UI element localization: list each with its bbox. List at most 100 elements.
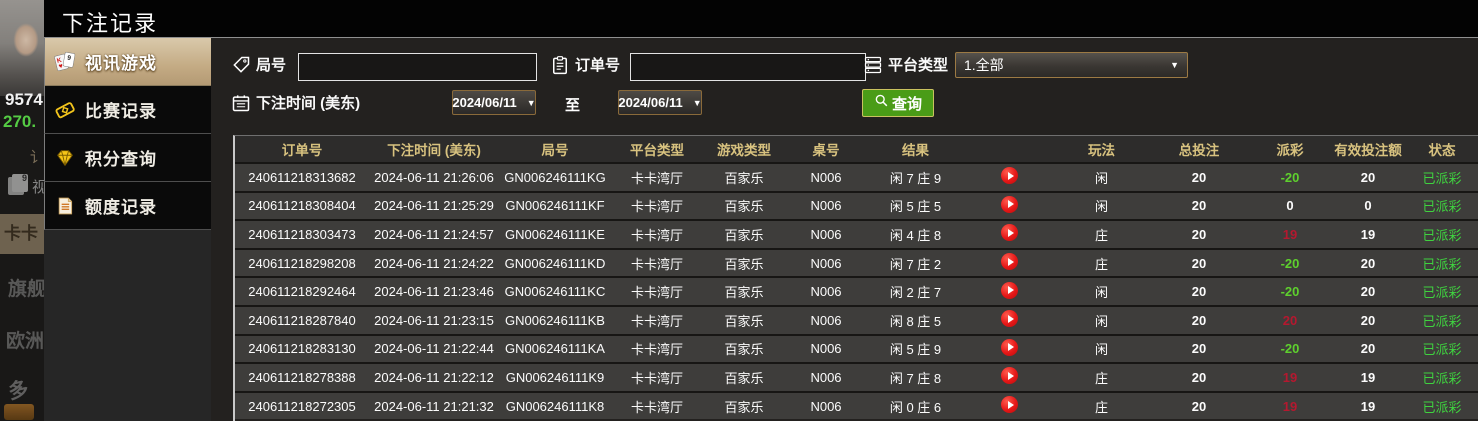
round-input[interactable] bbox=[298, 53, 537, 81]
cell-replay bbox=[964, 310, 1055, 330]
cell-bet-time: 2024-06-11 21:25:29 bbox=[374, 198, 494, 214]
cell-round-no: GN006246111KG bbox=[504, 169, 606, 185]
cell-bet-time: 2024-06-11 21:22:44 bbox=[374, 341, 494, 357]
background-page-strip: 9574 270. 讠 视 卡卡 旗舰 欧洲 多 bbox=[0, 0, 44, 421]
play-icon[interactable] bbox=[1001, 224, 1018, 242]
cell-valid-bet: 0 bbox=[1364, 198, 1372, 214]
cell-round-no: GN006246111KD bbox=[504, 255, 606, 271]
play-icon[interactable] bbox=[1001, 253, 1018, 271]
cell-bet-time: 2024-06-11 21:23:46 bbox=[374, 284, 494, 300]
cell-play-type: 庄 bbox=[1094, 227, 1108, 243]
sidebar-item-label: 比赛记录 bbox=[85, 102, 157, 121]
table-header-cell: 局号 bbox=[541, 143, 569, 158]
cell-valid-bet: 20 bbox=[1360, 341, 1376, 357]
background-partial-text: 讠 bbox=[30, 149, 44, 166]
order-input[interactable] bbox=[630, 53, 866, 81]
table-header-cell: 订单号 bbox=[281, 143, 323, 158]
sidebar-item-video-games[interactable]: K ♥ 9 视讯游戏 bbox=[44, 38, 223, 86]
cell-result: 闲 5 庄 5 bbox=[889, 199, 942, 215]
play-icon[interactable] bbox=[1001, 396, 1018, 414]
cell-platform: 卡卡湾厅 bbox=[630, 256, 683, 272]
ticket-icon bbox=[53, 98, 77, 122]
table-header-row: 订单号 下注时间 (美东) 局号 平台类型 游戏类型 桌号 结果 玩法 总投注 派彩 有效投注额 状态 bbox=[235, 136, 1478, 162]
cell-order-no: 240611218283130 bbox=[248, 341, 356, 357]
cell-table-no: N006 bbox=[810, 369, 842, 385]
sidebar-item-match-records[interactable]: 比赛记录 bbox=[44, 86, 211, 134]
cell-replay bbox=[964, 338, 1055, 359]
sidebar-item-quota-records[interactable]: 额度记录 bbox=[44, 182, 211, 230]
cell-total-bet: 20 bbox=[1191, 169, 1207, 185]
background-balance: 9574 bbox=[5, 90, 43, 109]
cards-icon: K ♥ 9 bbox=[53, 50, 77, 74]
cell-platform: 卡卡湾厅 bbox=[630, 285, 683, 301]
sidebar-item-label: 积分查询 bbox=[85, 150, 157, 169]
sidebar-item-label: 视讯游戏 bbox=[85, 54, 157, 73]
content-area: 局号 订单号 bbox=[211, 38, 1478, 421]
cell-order-no: 240611218303473 bbox=[248, 226, 356, 242]
cell-round-no: GN006246111KC bbox=[504, 284, 606, 300]
play-icon[interactable] bbox=[1001, 338, 1018, 356]
date-to-picker[interactable]: 2024/06/11 ▼ bbox=[618, 90, 702, 115]
avatar bbox=[0, 0, 44, 96]
cell-table-no: N006 bbox=[810, 284, 842, 300]
server-stack-icon bbox=[863, 55, 883, 75]
cell-result: 闲 7 庄 2 bbox=[889, 256, 942, 272]
cell-platform: 卡卡湾厅 bbox=[630, 313, 683, 329]
cell-table-no: N006 bbox=[810, 341, 842, 357]
query-button[interactable]: 查询 bbox=[862, 89, 934, 117]
cell-game-type: 百家乐 bbox=[724, 370, 764, 386]
round-filter-label: 局号 bbox=[256, 57, 287, 74]
date-to-value: 2024/06/11 bbox=[618, 95, 683, 110]
play-icon[interactable] bbox=[1001, 367, 1018, 385]
document-icon bbox=[53, 194, 77, 218]
table-row: 240611218303473 2024-06-11 21:24:57 GN00… bbox=[235, 219, 1478, 248]
background-lobby-europe: 欧洲 bbox=[6, 331, 44, 352]
cell-game-type: 百家乐 bbox=[724, 227, 764, 243]
platform-filter-label: 平台类型 bbox=[888, 57, 949, 74]
cell-platform: 卡卡湾厅 bbox=[630, 342, 683, 358]
cell-replay bbox=[964, 195, 1055, 216]
cell-play-type: 闲 bbox=[1094, 342, 1108, 358]
play-icon[interactable] bbox=[1001, 167, 1018, 185]
cell-result: 闲 8 庄 5 bbox=[889, 313, 942, 329]
background-lobby-multi: 多 bbox=[6, 378, 31, 404]
cell-result: 闲 5 庄 9 bbox=[889, 342, 942, 358]
date-from-picker[interactable]: 2024/06/11 ▼ bbox=[452, 90, 536, 115]
chevron-down-icon: ▼ bbox=[1170, 60, 1179, 70]
sidebar: K ♥ 9 视讯游戏 比赛 bbox=[44, 38, 223, 421]
cell-payout: -20 bbox=[1280, 169, 1300, 185]
cell-result: 闲 0 庄 6 bbox=[889, 399, 942, 415]
table-header-cell: 玩法 bbox=[1088, 143, 1115, 158]
calendar-icon bbox=[231, 93, 251, 113]
cell-bet-time: 2024-06-11 21:24:22 bbox=[374, 255, 494, 271]
cell-order-no: 240611218308404 bbox=[248, 198, 356, 214]
cell-game-type: 百家乐 bbox=[724, 313, 764, 329]
betting-records-panel: 下注记录 K ♥ 9 视讯游戏 bbox=[44, 0, 1478, 421]
cell-replay bbox=[964, 167, 1055, 187]
cell-round-no: GN006246111KE bbox=[505, 226, 605, 242]
platform-select[interactable]: 1.全部 ▼ bbox=[955, 52, 1188, 78]
cell-play-type: 庄 bbox=[1094, 370, 1108, 386]
background-partial-video-label: 视 bbox=[32, 179, 44, 196]
table-header-cell: 下注时间 (美东) bbox=[387, 143, 481, 158]
cell-valid-bet: 19 bbox=[1360, 398, 1376, 414]
search-icon bbox=[874, 93, 889, 113]
play-icon[interactable] bbox=[1001, 310, 1018, 328]
play-icon[interactable] bbox=[1001, 281, 1018, 299]
cell-status: 已派彩 bbox=[1422, 199, 1462, 215]
table-header-cell: 有效投注额 bbox=[1334, 143, 1402, 158]
cell-table-no: N006 bbox=[810, 255, 842, 271]
cell-status: 已派彩 bbox=[1422, 227, 1462, 243]
cell-table-no: N006 bbox=[810, 169, 842, 185]
cell-result: 闲 7 庄 8 bbox=[889, 370, 942, 386]
sidebar-item-points-query[interactable]: 积分查询 bbox=[44, 134, 211, 182]
cell-payout: 0 bbox=[1286, 198, 1294, 214]
table-row: 240611218278388 2024-06-11 21:22:12 GN00… bbox=[235, 362, 1478, 391]
play-icon[interactable] bbox=[1001, 195, 1018, 213]
cell-order-no: 240611218292464 bbox=[248, 284, 356, 300]
background-orange-icon bbox=[4, 404, 34, 420]
cell-play-type: 闲 bbox=[1094, 285, 1108, 301]
cell-round-no: GN006246111KA bbox=[505, 341, 605, 357]
cell-platform: 卡卡湾厅 bbox=[630, 170, 683, 186]
cell-replay bbox=[964, 253, 1055, 273]
